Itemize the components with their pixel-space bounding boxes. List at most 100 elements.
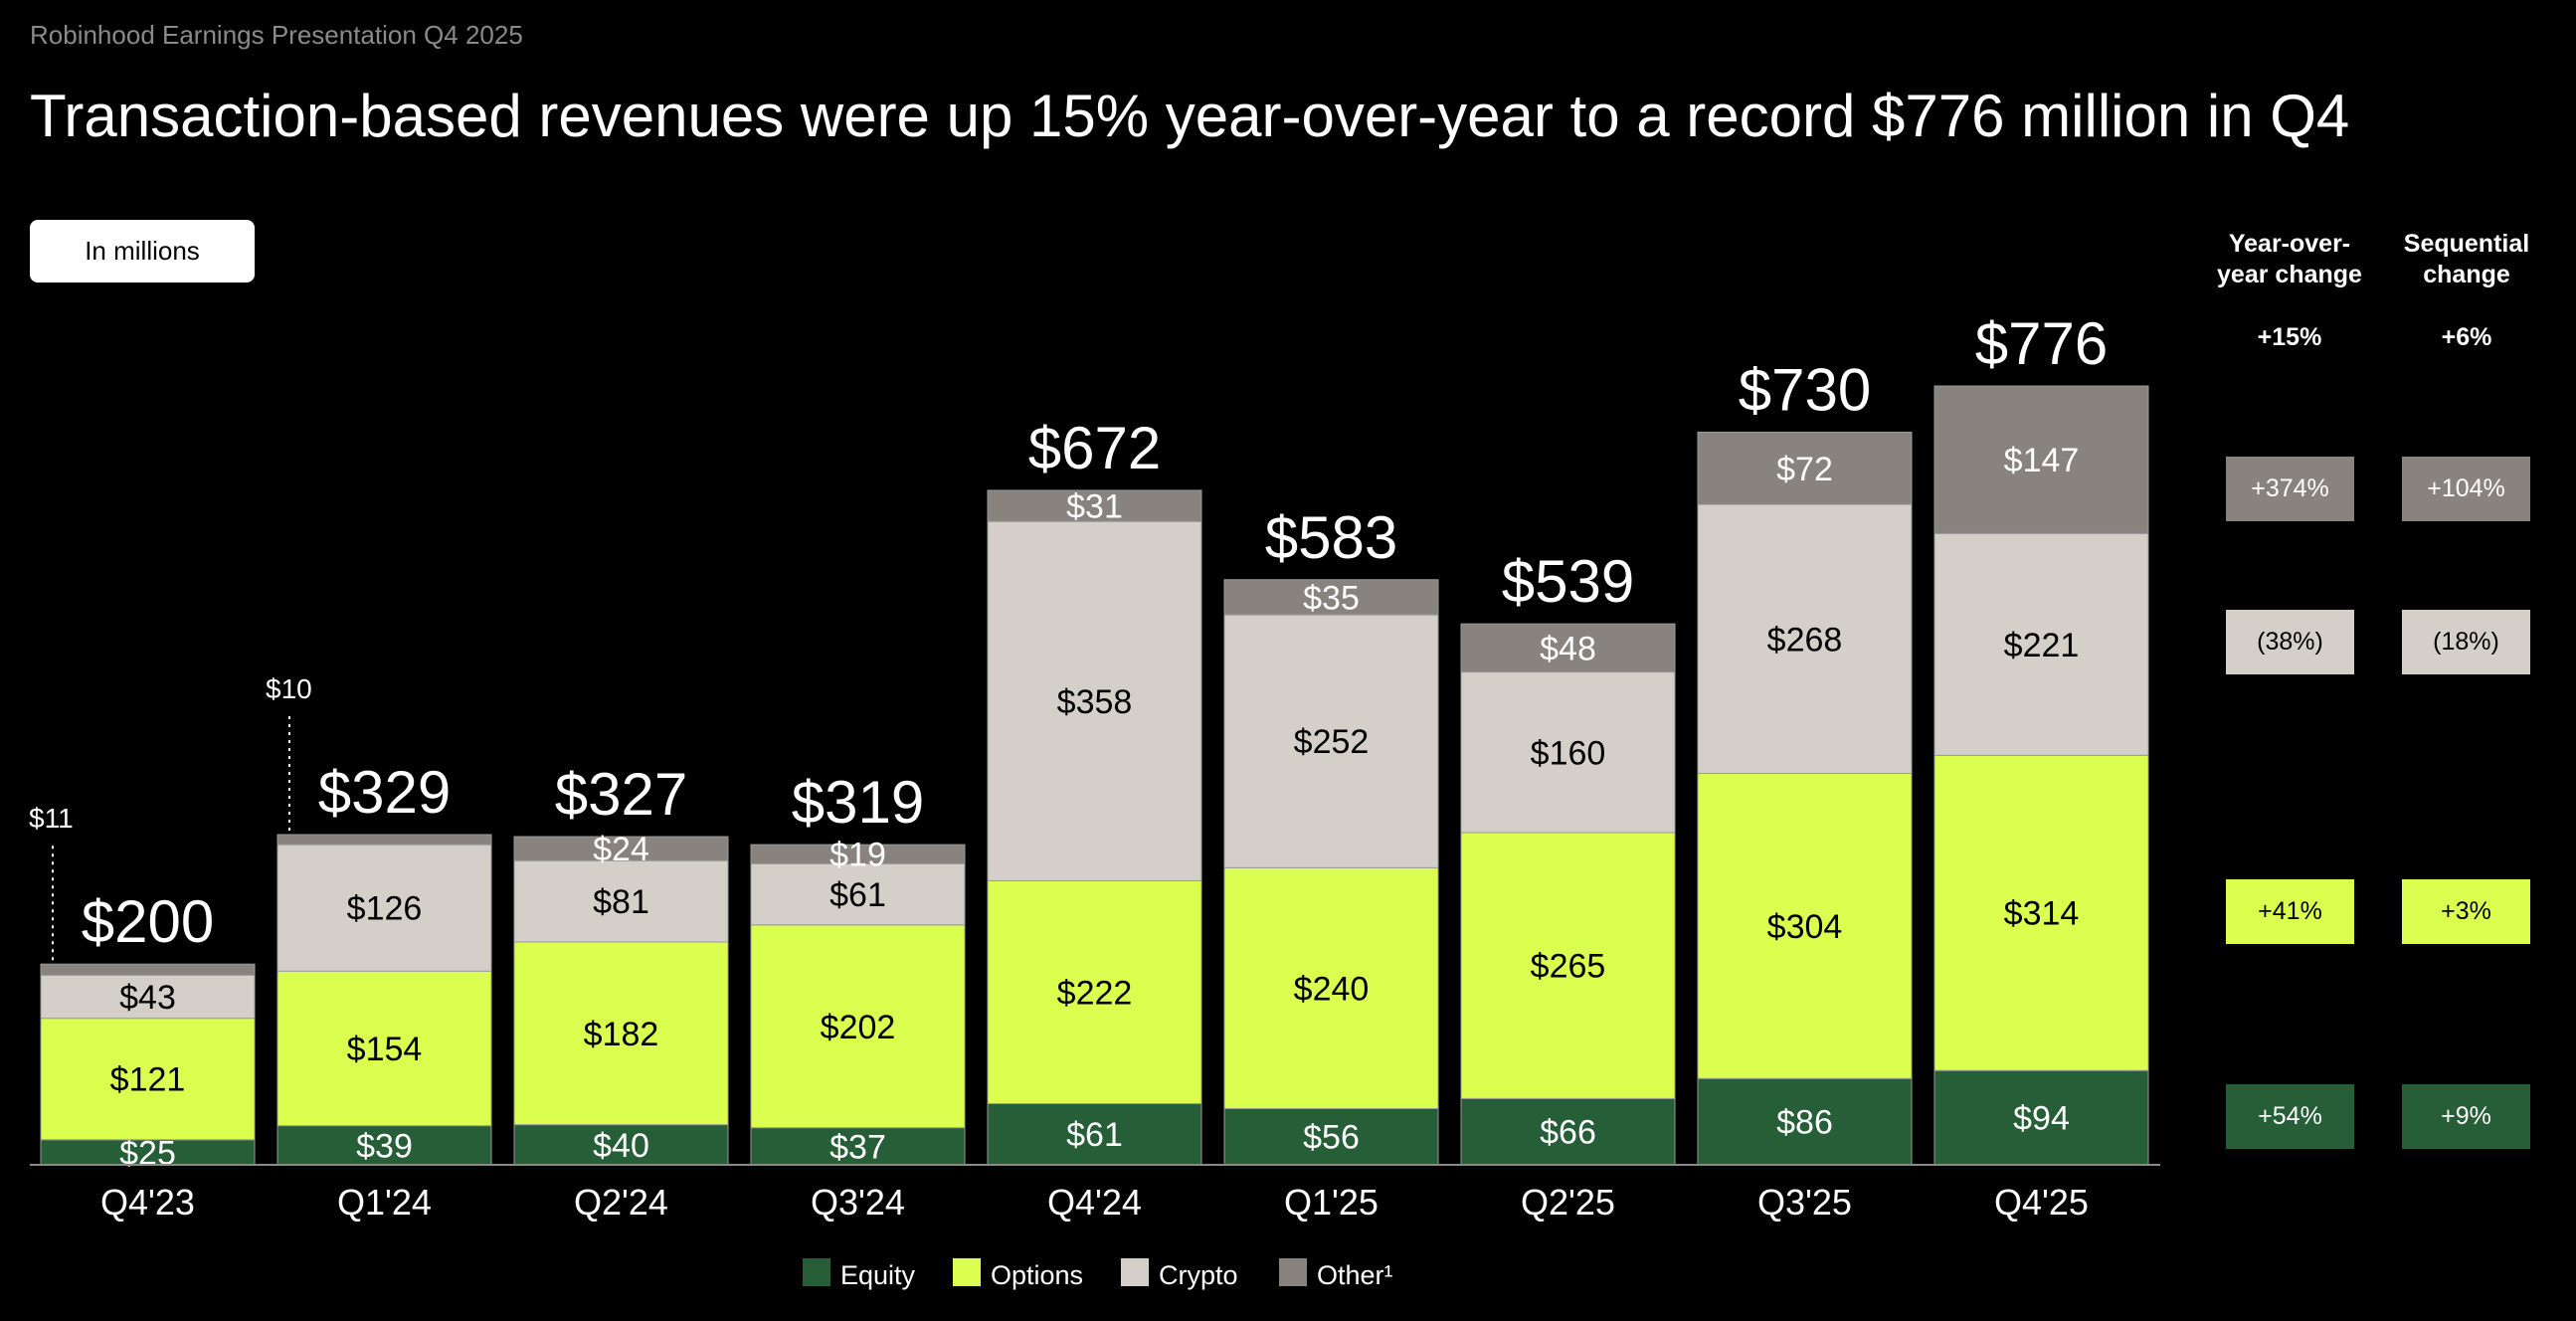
data-label-crypto: $268 xyxy=(1767,621,1843,659)
unit-label: In millions xyxy=(30,220,255,283)
x-tick-label: Q3'24 xyxy=(811,1182,905,1223)
data-label-other: $11 xyxy=(29,803,74,834)
legend-swatch-crypto xyxy=(1121,1258,1149,1286)
bar-segment-equity xyxy=(1460,1097,1676,1166)
data-label-options: $182 xyxy=(584,1016,659,1053)
bar-segment-other xyxy=(1933,385,2149,534)
total-label: $329 xyxy=(318,759,451,826)
data-label-equity: $66 xyxy=(1540,1114,1596,1152)
data-label-equity: $94 xyxy=(2013,1100,2070,1138)
legend-label-crypto: Crypto xyxy=(1159,1260,1238,1290)
x-tick-label: Q4'24 xyxy=(1047,1182,1142,1223)
bar-segment-other xyxy=(1460,623,1676,673)
bar-segment-crypto xyxy=(40,974,256,1020)
data-label-equity: $61 xyxy=(1066,1116,1123,1154)
bar-segment-other xyxy=(513,836,729,861)
bar-segment-other xyxy=(1697,431,1913,505)
bar-segment-crypto xyxy=(276,844,492,972)
total-label: $319 xyxy=(792,769,924,836)
bar-segment-options xyxy=(1460,832,1676,1099)
bar-segment-other xyxy=(987,489,1202,522)
bar-segment-options xyxy=(750,924,966,1129)
data-label-other: $35 xyxy=(1303,579,1360,617)
x-tick-label: Q3'25 xyxy=(1757,1182,1852,1223)
data-label-equity: $56 xyxy=(1303,1119,1360,1157)
bar-segment-options xyxy=(1223,866,1439,1109)
bar-segment-options xyxy=(1933,754,2149,1071)
bar-segment-options xyxy=(40,1018,256,1141)
seq-total-change: +6% xyxy=(2441,323,2492,351)
bar-segment-other xyxy=(750,844,966,864)
data-label-equity: $37 xyxy=(829,1128,886,1166)
total-label: $327 xyxy=(555,761,687,828)
yoy-total-change: +15% xyxy=(2257,323,2322,351)
bar-segment-equity xyxy=(1697,1077,1913,1166)
bar-segment-other xyxy=(40,963,256,976)
data-label-options: $265 xyxy=(1531,948,1606,986)
legend-swatch-equity xyxy=(803,1258,830,1286)
bar-segment-options xyxy=(987,879,1202,1104)
legend-swatch-other xyxy=(1279,1258,1307,1286)
bar-segment-options xyxy=(513,941,729,1126)
x-tick-label: Q4'23 xyxy=(100,1182,195,1223)
bar-segment-equity xyxy=(40,1139,256,1166)
data-label-crypto: $81 xyxy=(593,883,649,921)
data-label-crypto: $43 xyxy=(119,979,176,1017)
bar-segment-crypto xyxy=(1460,671,1676,834)
total-label: $539 xyxy=(1502,548,1634,615)
data-label-crypto: $252 xyxy=(1294,723,1370,761)
bar-segment-other xyxy=(1223,579,1439,616)
total-label: $730 xyxy=(1739,356,1871,423)
total-label: $776 xyxy=(1975,310,2108,377)
bar-segment-crypto xyxy=(1223,614,1439,868)
total-label: $583 xyxy=(1265,504,1397,571)
bar-segment-equity xyxy=(750,1127,966,1166)
presentation-subtitle: Robinhood Earnings Presentation Q4 2025 xyxy=(30,20,523,50)
yoy-change-crypto: (38%) xyxy=(2226,610,2354,674)
x-tick-label: Q1'24 xyxy=(337,1182,432,1223)
data-label-equity: $86 xyxy=(1776,1104,1833,1142)
yoy-change-other: +374% xyxy=(2226,457,2354,521)
total-label: $672 xyxy=(1028,415,1161,481)
data-label-options: $121 xyxy=(110,1061,186,1099)
bar-segment-crypto xyxy=(1697,503,1913,774)
data-label-options: $314 xyxy=(2004,895,2080,933)
data-label-other: $19 xyxy=(829,837,886,874)
bar-segment-equity xyxy=(1223,1107,1439,1166)
data-label-options: $304 xyxy=(1767,908,1843,946)
x-tick-label: Q1'25 xyxy=(1284,1182,1379,1223)
legend-label-equity: Equity xyxy=(840,1260,916,1290)
total-label: $200 xyxy=(82,888,214,955)
seq-change-crypto: (18%) xyxy=(2402,610,2530,674)
data-label-crypto: $221 xyxy=(2004,627,2080,664)
data-label-equity: $25 xyxy=(119,1134,176,1172)
legend-label-other: Other¹ xyxy=(1317,1260,1393,1290)
yoy-header-text: Year-over-year change xyxy=(2217,230,2362,288)
seq-header-text: Sequential change xyxy=(2403,230,2530,288)
data-label-other: $147 xyxy=(2004,442,2080,479)
data-label-other: $10 xyxy=(266,673,312,704)
data-label-options: $202 xyxy=(821,1009,896,1046)
data-label-other: $31 xyxy=(1066,488,1123,526)
slide-title: Transaction-based revenues were up 15% y… xyxy=(30,83,2350,149)
x-tick-label: Q2'24 xyxy=(574,1182,668,1223)
legend-label-options: Options xyxy=(991,1260,1083,1290)
yoy-header: Year-over-year change xyxy=(2205,229,2374,290)
data-label-equity: $40 xyxy=(593,1127,649,1165)
bar-segment-equity xyxy=(276,1125,492,1166)
seq-change-other: +104% xyxy=(2402,457,2530,521)
bar-segment-options xyxy=(1697,772,1913,1079)
data-label-crypto: $126 xyxy=(347,890,423,928)
data-label-crypto: $160 xyxy=(1531,734,1606,772)
bar-segment-crypto xyxy=(513,859,729,943)
data-label-options: $154 xyxy=(347,1031,423,1068)
data-label-options: $222 xyxy=(1057,974,1133,1012)
x-tick-label: Q2'25 xyxy=(1521,1182,1615,1223)
data-label-other: $48 xyxy=(1540,630,1596,667)
yoy-change-equity: +54% xyxy=(2226,1084,2354,1149)
seq-change-equity: +9% xyxy=(2402,1084,2530,1149)
bar-segment-options xyxy=(276,970,492,1127)
bar-segment-other xyxy=(276,834,492,846)
bar-segment-crypto xyxy=(987,520,1202,881)
